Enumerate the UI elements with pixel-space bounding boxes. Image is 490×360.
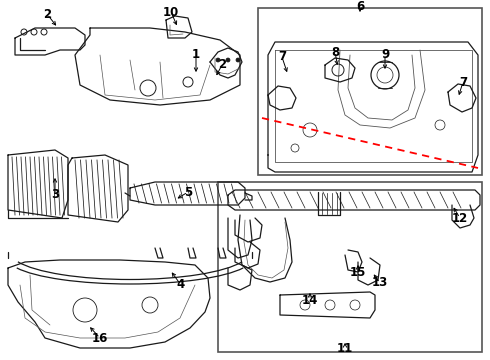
Bar: [218, 182, 482, 352]
Text: 13: 13: [372, 276, 388, 289]
Text: 16: 16: [92, 332, 108, 345]
Circle shape: [226, 58, 230, 62]
Text: 4: 4: [177, 279, 185, 292]
Text: 2: 2: [218, 58, 226, 72]
Text: 10: 10: [163, 5, 179, 18]
Text: 8: 8: [331, 45, 339, 58]
Circle shape: [236, 58, 240, 62]
Circle shape: [216, 58, 220, 62]
Text: 15: 15: [350, 266, 366, 279]
Text: 9: 9: [381, 49, 389, 62]
Text: 1: 1: [192, 49, 200, 62]
Bar: [258, 8, 482, 175]
Text: 2: 2: [43, 8, 51, 21]
Text: 14: 14: [302, 293, 318, 306]
Text: 12: 12: [452, 211, 468, 225]
Text: 7: 7: [459, 76, 467, 89]
Text: 3: 3: [51, 189, 59, 202]
Text: 5: 5: [184, 185, 192, 198]
Text: 11: 11: [337, 342, 353, 355]
Text: 7: 7: [278, 50, 286, 63]
Text: 6: 6: [356, 0, 364, 13]
